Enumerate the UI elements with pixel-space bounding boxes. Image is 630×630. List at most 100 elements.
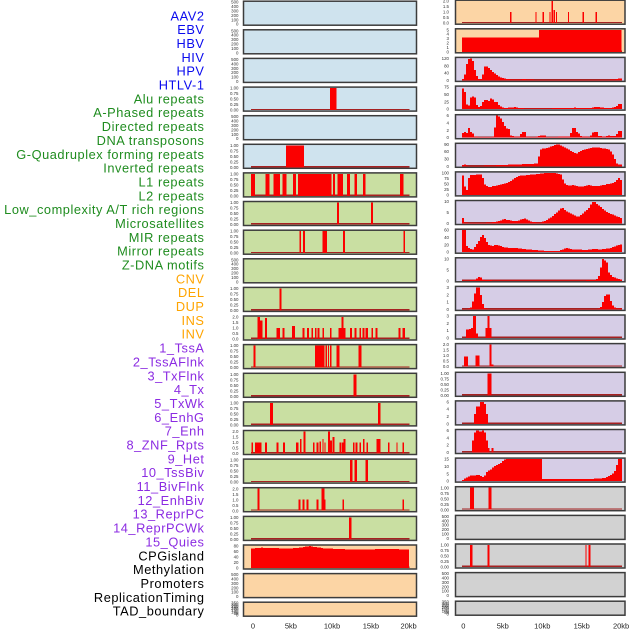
svg-text:3: 3 — [447, 314, 450, 319]
svg-text:15: 15 — [444, 457, 449, 462]
svg-text:L1 repeats: L1 repeats — [139, 174, 205, 189]
svg-text:0.50: 0.50 — [230, 211, 239, 216]
svg-text:1.0: 1.0 — [232, 326, 239, 331]
svg-text:300: 300 — [231, 123, 239, 128]
svg-text:500: 500 — [231, 28, 239, 33]
svg-text:L2 repeats: L2 repeats — [139, 188, 205, 203]
svg-text:90: 90 — [444, 142, 449, 147]
svg-text:2.0: 2.0 — [443, 0, 450, 4]
svg-text:3_TxFlnk: 3_TxFlnk — [147, 368, 204, 383]
svg-text:20kb: 20kb — [400, 621, 416, 630]
svg-text:Promoters: Promoters — [141, 576, 205, 591]
svg-text:0.0: 0.0 — [232, 508, 239, 513]
svg-text:1.00: 1.00 — [230, 171, 239, 176]
svg-text:0.00: 0.00 — [230, 251, 239, 256]
svg-text:200: 200 — [231, 127, 239, 132]
svg-text:4: 4 — [447, 121, 450, 126]
svg-text:AAV2: AAV2 — [171, 8, 205, 23]
svg-text:300: 300 — [231, 9, 239, 14]
svg-text:150: 150 — [231, 608, 239, 613]
svg-text:100: 100 — [231, 132, 239, 137]
svg-text:0.75: 0.75 — [440, 491, 449, 496]
svg-text:0: 0 — [447, 221, 450, 226]
svg-text:120: 120 — [442, 56, 450, 61]
svg-text:0.00: 0.00 — [230, 537, 239, 542]
svg-text:200: 200 — [442, 527, 450, 532]
svg-text:0.00: 0.00 — [230, 222, 239, 227]
svg-text:3: 3 — [447, 36, 450, 41]
svg-text:0.50: 0.50 — [440, 496, 449, 501]
svg-text:400: 400 — [231, 119, 239, 124]
svg-text:2.0: 2.0 — [232, 429, 239, 434]
svg-text:1.00: 1.00 — [230, 515, 239, 520]
svg-text:20kb: 20kb — [613, 621, 629, 630]
svg-text:Microsatellites: Microsatellites — [115, 216, 204, 231]
svg-text:0.25: 0.25 — [440, 559, 449, 564]
svg-text:0.5: 0.5 — [232, 446, 239, 451]
svg-text:0.00: 0.00 — [230, 365, 239, 370]
svg-text:400: 400 — [231, 262, 239, 267]
svg-text:400: 400 — [231, 577, 239, 582]
svg-text:0.50: 0.50 — [230, 154, 239, 159]
svg-text:0: 0 — [447, 164, 450, 169]
svg-text:0.5: 0.5 — [232, 503, 239, 508]
svg-text:50: 50 — [444, 92, 449, 97]
svg-text:200: 200 — [231, 606, 239, 611]
svg-text:DUP: DUP — [176, 299, 205, 314]
svg-text:1.5: 1.5 — [232, 435, 239, 440]
svg-text:200: 200 — [231, 70, 239, 75]
svg-text:50: 50 — [444, 610, 449, 615]
svg-text:0: 0 — [236, 279, 239, 284]
svg-text:1: 1 — [447, 45, 450, 50]
svg-text:60: 60 — [234, 549, 239, 554]
svg-text:2: 2 — [447, 443, 450, 448]
svg-text:0.25: 0.25 — [230, 159, 239, 164]
svg-text:300: 300 — [231, 66, 239, 71]
svg-text:0.25: 0.25 — [230, 360, 239, 365]
svg-text:0: 0 — [447, 421, 450, 426]
svg-text:100: 100 — [442, 608, 450, 613]
svg-text:0: 0 — [447, 107, 450, 112]
svg-text:6_EnhG: 6_EnhG — [154, 410, 204, 425]
svg-text:1.0: 1.0 — [232, 497, 239, 502]
svg-text:0.50: 0.50 — [230, 297, 239, 302]
svg-text:0: 0 — [447, 536, 450, 541]
svg-text:MIR repeats: MIR repeats — [129, 230, 205, 245]
svg-text:Alu repeats: Alu repeats — [134, 91, 205, 106]
svg-text:0.75: 0.75 — [230, 91, 239, 96]
svg-text:200: 200 — [231, 13, 239, 18]
svg-text:0.25: 0.25 — [440, 502, 449, 507]
svg-text:0: 0 — [236, 136, 239, 141]
svg-text:0: 0 — [447, 336, 450, 341]
svg-text:1.00: 1.00 — [230, 343, 239, 348]
svg-text:0.00: 0.00 — [230, 193, 239, 198]
svg-text:Mirror repeats: Mirror repeats — [117, 244, 204, 259]
svg-text:15_Quies: 15_Quies — [145, 534, 204, 549]
svg-text:0.75: 0.75 — [230, 148, 239, 153]
svg-text:0.75: 0.75 — [230, 463, 239, 468]
svg-text:500: 500 — [231, 57, 239, 62]
svg-text:15kb: 15kb — [363, 621, 379, 630]
svg-text:1.00: 1.00 — [230, 400, 239, 405]
svg-text:0: 0 — [236, 50, 239, 55]
svg-text:G-Quadruplex forming repeats: G-Quadruplex forming repeats — [16, 147, 204, 162]
svg-text:12_EnhBiv: 12_EnhBiv — [138, 493, 205, 508]
svg-text:0.25: 0.25 — [230, 417, 239, 422]
svg-text:HIV: HIV — [182, 50, 205, 65]
svg-text:0: 0 — [447, 192, 450, 197]
svg-text:0.5: 0.5 — [232, 331, 239, 336]
svg-text:1.0: 1.0 — [232, 440, 239, 445]
svg-text:1.5: 1.5 — [232, 492, 239, 497]
svg-text:10kb: 10kb — [324, 621, 340, 630]
svg-text:Methylation: Methylation — [133, 562, 205, 577]
svg-text:1.00: 1.00 — [230, 286, 239, 291]
svg-text:60: 60 — [444, 149, 449, 154]
svg-text:0.00: 0.00 — [230, 308, 239, 313]
svg-text:1: 1 — [447, 300, 450, 305]
svg-text:0.50: 0.50 — [440, 382, 449, 387]
svg-text:20: 20 — [234, 560, 239, 565]
svg-text:40: 40 — [444, 71, 449, 76]
svg-text:2: 2 — [447, 41, 450, 46]
svg-text:0: 0 — [236, 566, 239, 571]
svg-text:A-Phased repeats: A-Phased repeats — [93, 105, 204, 120]
